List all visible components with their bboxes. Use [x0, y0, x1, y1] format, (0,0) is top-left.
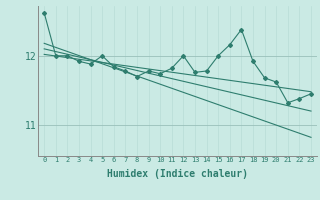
X-axis label: Humidex (Indice chaleur): Humidex (Indice chaleur)	[107, 169, 248, 179]
